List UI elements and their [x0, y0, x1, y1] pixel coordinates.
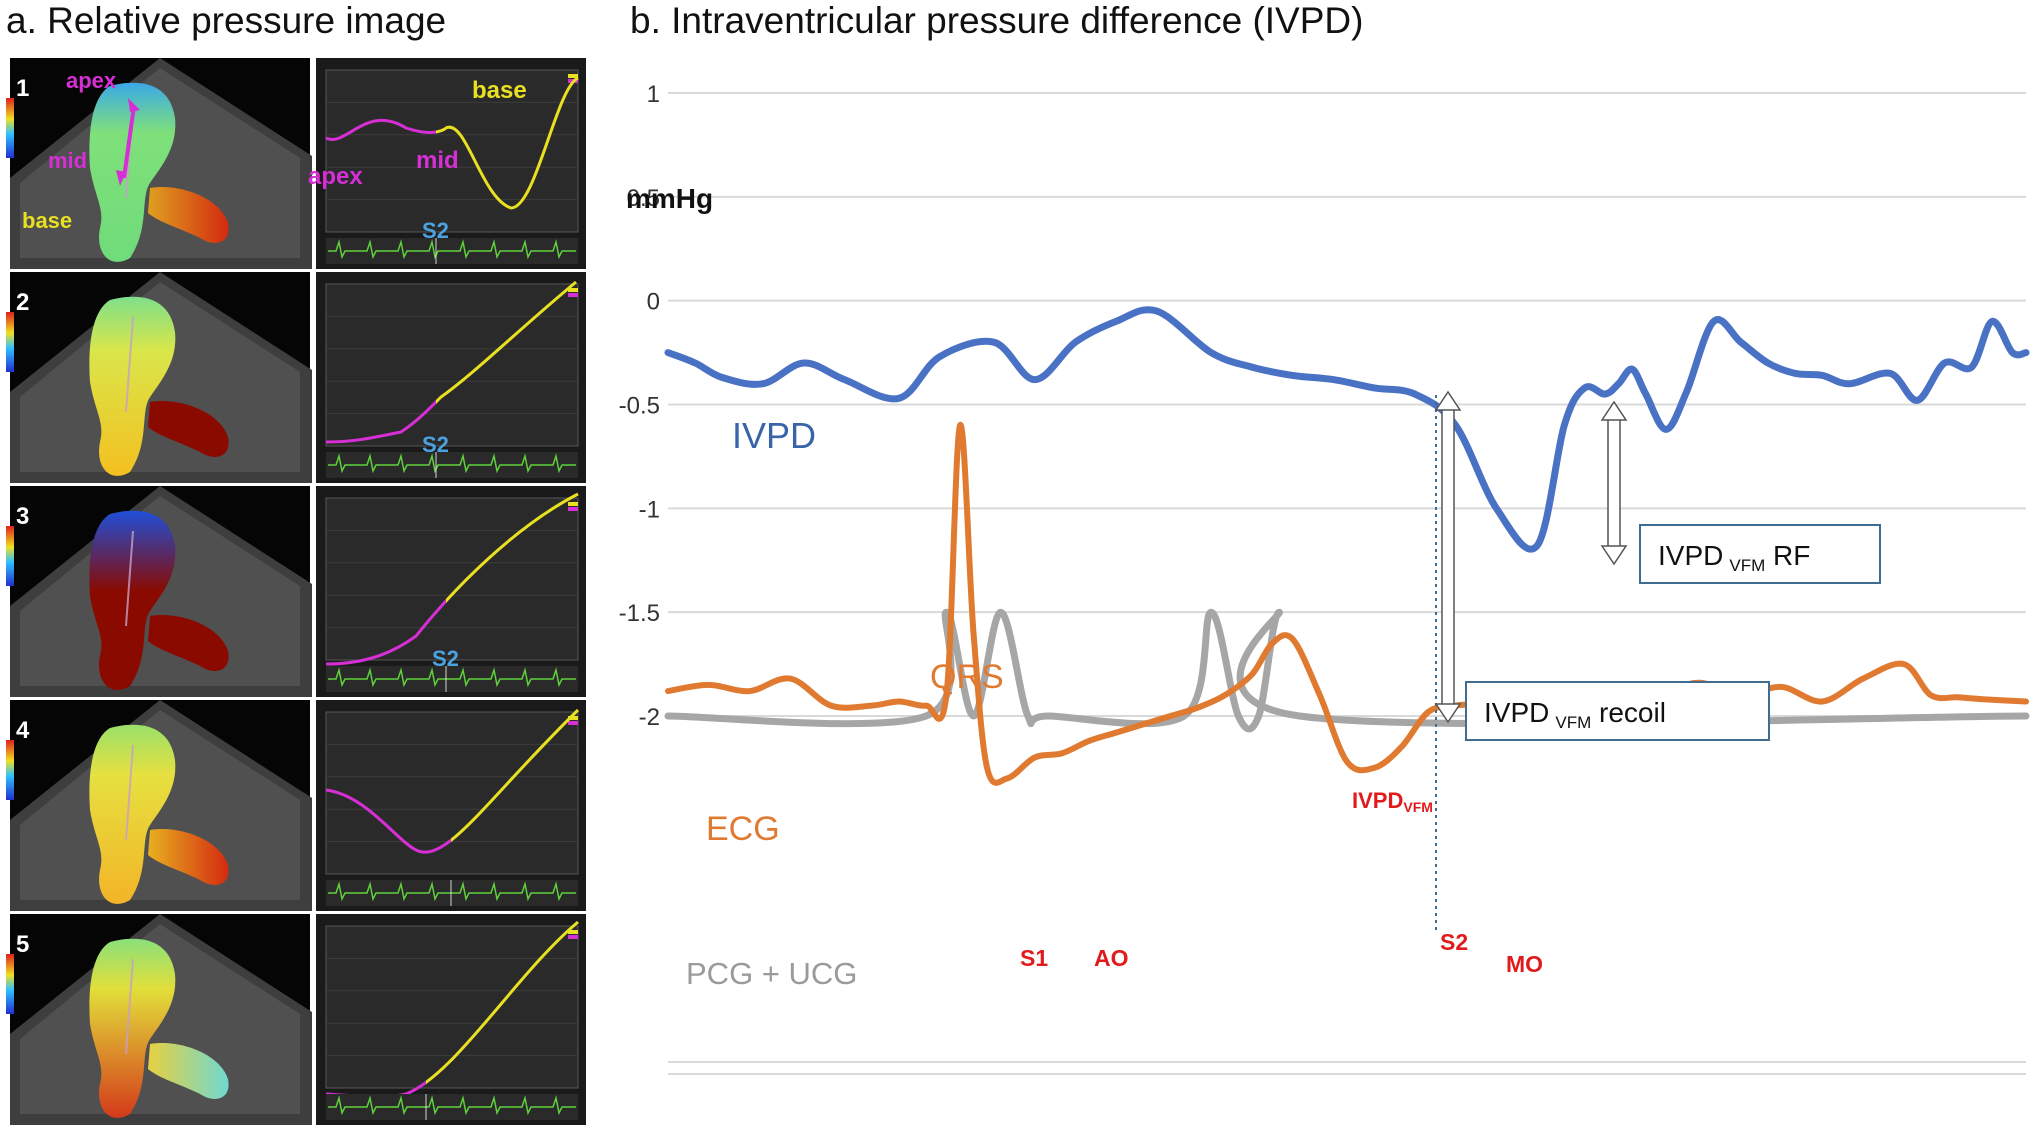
- s2-marker-label: S2: [422, 432, 449, 457]
- box-rf-main: IVPD: [1658, 540, 1723, 571]
- svg-text:IVPDVFM recoil: IVPD VFM recoil: [1484, 697, 1666, 732]
- curve-mid-label: mid: [416, 147, 459, 174]
- apex-label: apex: [66, 68, 117, 93]
- ivpd-vfm-event-label: IVPDVFM: [1352, 788, 1433, 815]
- pressure-plot: [316, 700, 586, 911]
- lvot-heatmap: [148, 1043, 229, 1099]
- ivpd-vfm-recoil-box: IVPD VFM recoil: [1465, 681, 1770, 741]
- apex-base-arrow: [122, 105, 136, 179]
- ecg-series-label: ECG: [706, 810, 780, 848]
- apex-mid-pressure-curve: [325, 788, 451, 854]
- y-tick-labels: 1 0.5 0 -0.5 -1 -1.5 -2: [619, 81, 660, 731]
- apex-mid-pressure-curve: [325, 119, 436, 141]
- relative-pressure-image-panel: 1 apex mid base S2 apex mid base 2 S2 3 S2 4 5: [6, 58, 586, 1125]
- ecg-strip: [328, 453, 576, 474]
- svg-text:IVPDVFM RF: IVPD VFM RF: [1658, 540, 1810, 575]
- lv-cavity-heatmap: [89, 82, 176, 262]
- ivpd-vfm-rf-box: IVPD VFM RF: [1639, 524, 1881, 584]
- base-pressure-curve: [426, 920, 579, 1085]
- pressure-plot: S2: [316, 272, 586, 483]
- panel-b-title: b. Intraventricular pressure difference …: [630, 0, 1364, 41]
- ao-label: AO: [1094, 945, 1129, 971]
- pressure-plot: [316, 914, 586, 1125]
- curve-apex-label: apex: [308, 163, 363, 190]
- box-recoil-suffix: recoil: [1591, 697, 1666, 728]
- y-tick-label: 0: [647, 289, 660, 316]
- frame-number: 4: [16, 717, 30, 744]
- echo-image: 2: [6, 272, 312, 483]
- frame-1: 1 apex mid base S2 apex mid base: [6, 58, 586, 269]
- echo-image: 5: [6, 914, 312, 1125]
- s1-label: S1: [1020, 945, 1048, 971]
- ecg-line: [665, 422, 2029, 786]
- chart-gridlines: [668, 92, 2026, 1075]
- lv-cavity-heatmap: [89, 510, 176, 690]
- lv-cavity-heatmap: [89, 938, 176, 1118]
- box-rf-sub: VFM: [1729, 556, 1765, 575]
- frame-2: 2 S2: [6, 272, 586, 483]
- pcg-ucg-line: [664, 608, 2030, 733]
- frame-number: 3: [16, 503, 29, 530]
- lvot-heatmap: [148, 187, 229, 243]
- apex-mid-pressure-curve: [325, 399, 436, 444]
- y-tick-label: 0.5: [627, 185, 660, 212]
- frame-number: 1: [16, 75, 29, 102]
- ecg-strip: [328, 881, 576, 902]
- lvot-heatmap: [148, 615, 229, 671]
- frame-3: 3 S2: [6, 486, 586, 697]
- pcg-series-label: PCG + UCG: [686, 956, 857, 991]
- echo-image: 1 apex mid base: [6, 58, 312, 269]
- s2-label: S2: [1440, 929, 1468, 955]
- echo-image: 4: [6, 700, 312, 911]
- ecg-strip: [328, 667, 576, 688]
- ecg-strip: [328, 239, 576, 260]
- mid-label: mid: [48, 148, 87, 173]
- y-tick-label: 1: [647, 81, 660, 108]
- frame-stack: 1 apex mid base S2 apex mid base 2 S2 3 S2 4 5: [6, 58, 586, 1125]
- box-recoil-sub: VFM: [1555, 713, 1591, 732]
- frame-number: 2: [16, 289, 29, 316]
- y-unit-label: mmHg: [626, 183, 713, 214]
- ecg-strip: [328, 1095, 576, 1116]
- lv-cavity-heatmap: [89, 724, 176, 904]
- box-recoil-main: IVPD: [1484, 697, 1549, 728]
- y-tick-label: -1: [639, 496, 660, 523]
- recoil-arrow: [1434, 390, 1462, 724]
- frame-number: 5: [16, 931, 29, 958]
- y-tick-label: -2: [639, 704, 660, 731]
- curve-base-label: base: [472, 77, 527, 104]
- apex-mid-pressure-curve: [325, 598, 446, 666]
- base-pressure-curve: [436, 76, 579, 210]
- base-pressure-curve: [451, 708, 580, 843]
- s2-marker-label: S2: [422, 218, 449, 243]
- ivpd-line: [664, 306, 2030, 553]
- rf-arrow: [1600, 400, 1628, 566]
- lvot-heatmap: [148, 401, 229, 457]
- lvot-heatmap: [148, 829, 229, 885]
- y-tick-label: -0.5: [619, 393, 660, 420]
- pressure-plot: S2 apex mid base: [308, 58, 586, 269]
- panel-a-title: a. Relative pressure image: [6, 0, 447, 41]
- s2-marker-label: S2: [432, 646, 459, 671]
- frame-5: 5: [6, 914, 586, 1125]
- mo-label: MO: [1506, 951, 1543, 977]
- lv-cavity-heatmap: [89, 296, 176, 476]
- base-pressure-curve: [446, 492, 579, 604]
- base-label: base: [22, 208, 72, 233]
- ivpd-series-label: IVPD: [732, 415, 816, 456]
- base-pressure-curve: [436, 280, 577, 405]
- pressure-plot: S2: [316, 486, 586, 697]
- echo-image: 3: [6, 486, 312, 697]
- qrs-label: QRS: [930, 658, 1004, 696]
- y-tick-label: -1.5: [619, 600, 660, 627]
- box-rf-suffix: RF: [1765, 540, 1810, 571]
- frame-4: 4: [6, 700, 586, 911]
